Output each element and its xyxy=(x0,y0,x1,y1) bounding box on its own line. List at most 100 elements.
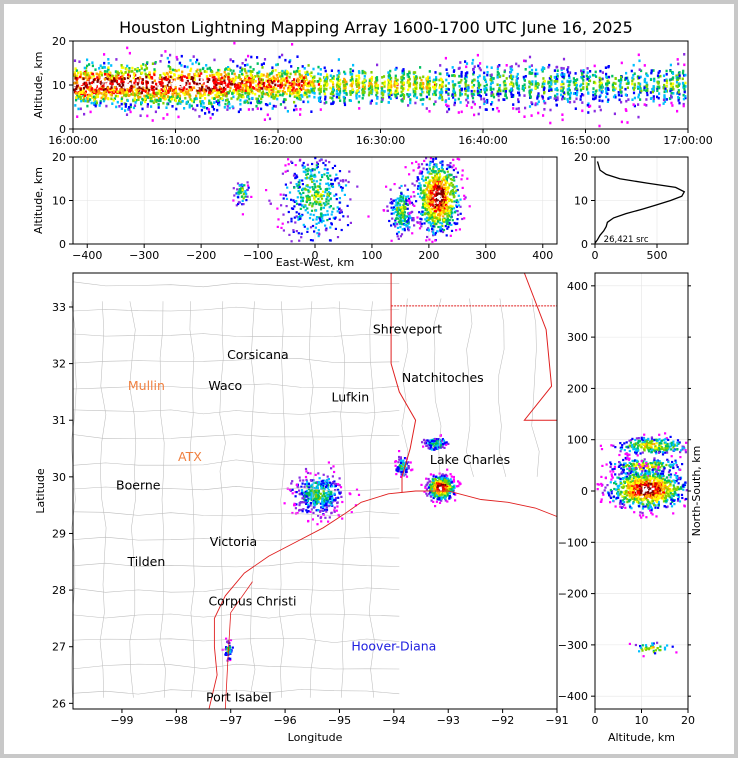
time-altitude-source xyxy=(446,110,449,114)
time-altitude-source xyxy=(275,78,278,81)
time-altitude-source xyxy=(272,88,275,92)
time-altitude-source xyxy=(84,90,87,94)
ew-source xyxy=(293,200,296,203)
time-altitude-source xyxy=(310,87,313,91)
time-altitude-source xyxy=(534,103,537,107)
time-altitude-source xyxy=(107,66,110,69)
time-altitude-source xyxy=(464,93,467,96)
time-altitude-source xyxy=(361,85,364,88)
ew-source xyxy=(326,192,329,195)
time-altitude-source xyxy=(294,70,297,74)
time-altitude-source xyxy=(272,104,275,108)
time-altitude-source xyxy=(607,98,610,102)
time-altitude-source xyxy=(253,87,256,90)
time-altitude-source xyxy=(239,85,242,88)
ew-source xyxy=(293,216,296,219)
time-altitude-source xyxy=(209,116,212,120)
time-altitude-source xyxy=(554,82,557,85)
ew-source xyxy=(446,164,449,167)
time-altitude-source xyxy=(441,83,444,86)
ew-source xyxy=(431,197,435,200)
time-altitude-source xyxy=(489,78,492,82)
time-altitude-source xyxy=(361,96,364,100)
ew-source xyxy=(311,205,314,208)
ew-source xyxy=(425,216,428,219)
time-altitude-source xyxy=(275,63,278,67)
time-altitude-source xyxy=(183,93,186,97)
time-altitude-source xyxy=(265,85,268,89)
time-altitude-source xyxy=(146,96,149,99)
time-altitude-source xyxy=(567,92,570,96)
time-altitude-source xyxy=(280,85,283,89)
time-altitude-source xyxy=(643,86,646,90)
time-altitude-source xyxy=(130,89,133,92)
time-altitude-source xyxy=(226,81,229,85)
ew-source xyxy=(287,163,290,166)
time-altitude-source xyxy=(231,80,234,83)
time-altitude-source xyxy=(289,72,292,76)
time-altitude-source xyxy=(94,96,97,99)
ew-source xyxy=(327,199,330,202)
time-altitude-source xyxy=(244,84,247,87)
ew-source xyxy=(441,218,444,221)
time-altitude-source xyxy=(117,73,120,77)
ew-source xyxy=(311,180,314,183)
ew-source xyxy=(293,186,296,189)
ew-source xyxy=(236,182,240,185)
ew-source xyxy=(314,186,317,189)
time-altitude-source xyxy=(231,92,234,95)
time-altitude-source xyxy=(331,97,334,100)
ew-source xyxy=(325,227,328,230)
time-altitude-source xyxy=(298,72,301,76)
time-altitude-source xyxy=(518,110,521,113)
time-altitude-source xyxy=(110,76,113,79)
time-altitude-source xyxy=(370,89,373,92)
time-altitude-source xyxy=(504,83,507,87)
time-altitude-source xyxy=(84,72,87,75)
time-altitude-source xyxy=(216,71,219,75)
time-altitude-source xyxy=(625,71,628,75)
time-altitude-source xyxy=(620,77,623,81)
time-altitude-source xyxy=(308,72,311,76)
time-altitude-source xyxy=(106,70,109,73)
time-altitude-source xyxy=(209,89,212,93)
time-altitude-source xyxy=(614,82,617,85)
ew-source xyxy=(308,195,311,199)
time-altitude-source xyxy=(414,71,417,74)
time-altitude-source xyxy=(528,91,531,94)
time-altitude-source xyxy=(313,92,316,95)
ew-source xyxy=(326,213,329,216)
ew-source xyxy=(348,170,351,173)
time-altitude-source xyxy=(489,87,492,90)
time-altitude-source xyxy=(399,94,402,97)
time-altitude-source xyxy=(581,109,584,113)
time-altitude-source xyxy=(258,70,261,74)
time-altitude-source xyxy=(271,81,274,85)
ew-source xyxy=(456,188,459,192)
time-altitude-source xyxy=(127,84,131,87)
time-altitude-source xyxy=(370,85,373,89)
time-altitude-source xyxy=(530,114,533,117)
time-altitude-source xyxy=(536,72,539,76)
time-altitude-source xyxy=(358,95,361,98)
time-altitude-source xyxy=(152,85,156,89)
time-altitude-source xyxy=(561,118,564,122)
time-altitude-source xyxy=(672,87,675,91)
time-altitude-source xyxy=(208,78,211,82)
time-altitude-source xyxy=(658,70,661,73)
ew-source xyxy=(298,186,301,189)
ew-source xyxy=(412,169,415,172)
time-altitude-source xyxy=(483,77,486,80)
ew-source xyxy=(300,193,303,196)
time-altitude-source xyxy=(226,83,229,87)
ew-source xyxy=(398,212,401,215)
ew-source xyxy=(325,229,328,232)
ew-source xyxy=(427,194,430,197)
ew-source xyxy=(450,213,453,216)
time-altitude-source xyxy=(312,81,315,85)
time-altitude-source xyxy=(425,77,428,80)
time-altitude-source xyxy=(575,82,578,85)
time-altitude-source xyxy=(329,96,332,99)
time-altitude-source xyxy=(485,86,488,90)
ew-source xyxy=(298,179,301,182)
